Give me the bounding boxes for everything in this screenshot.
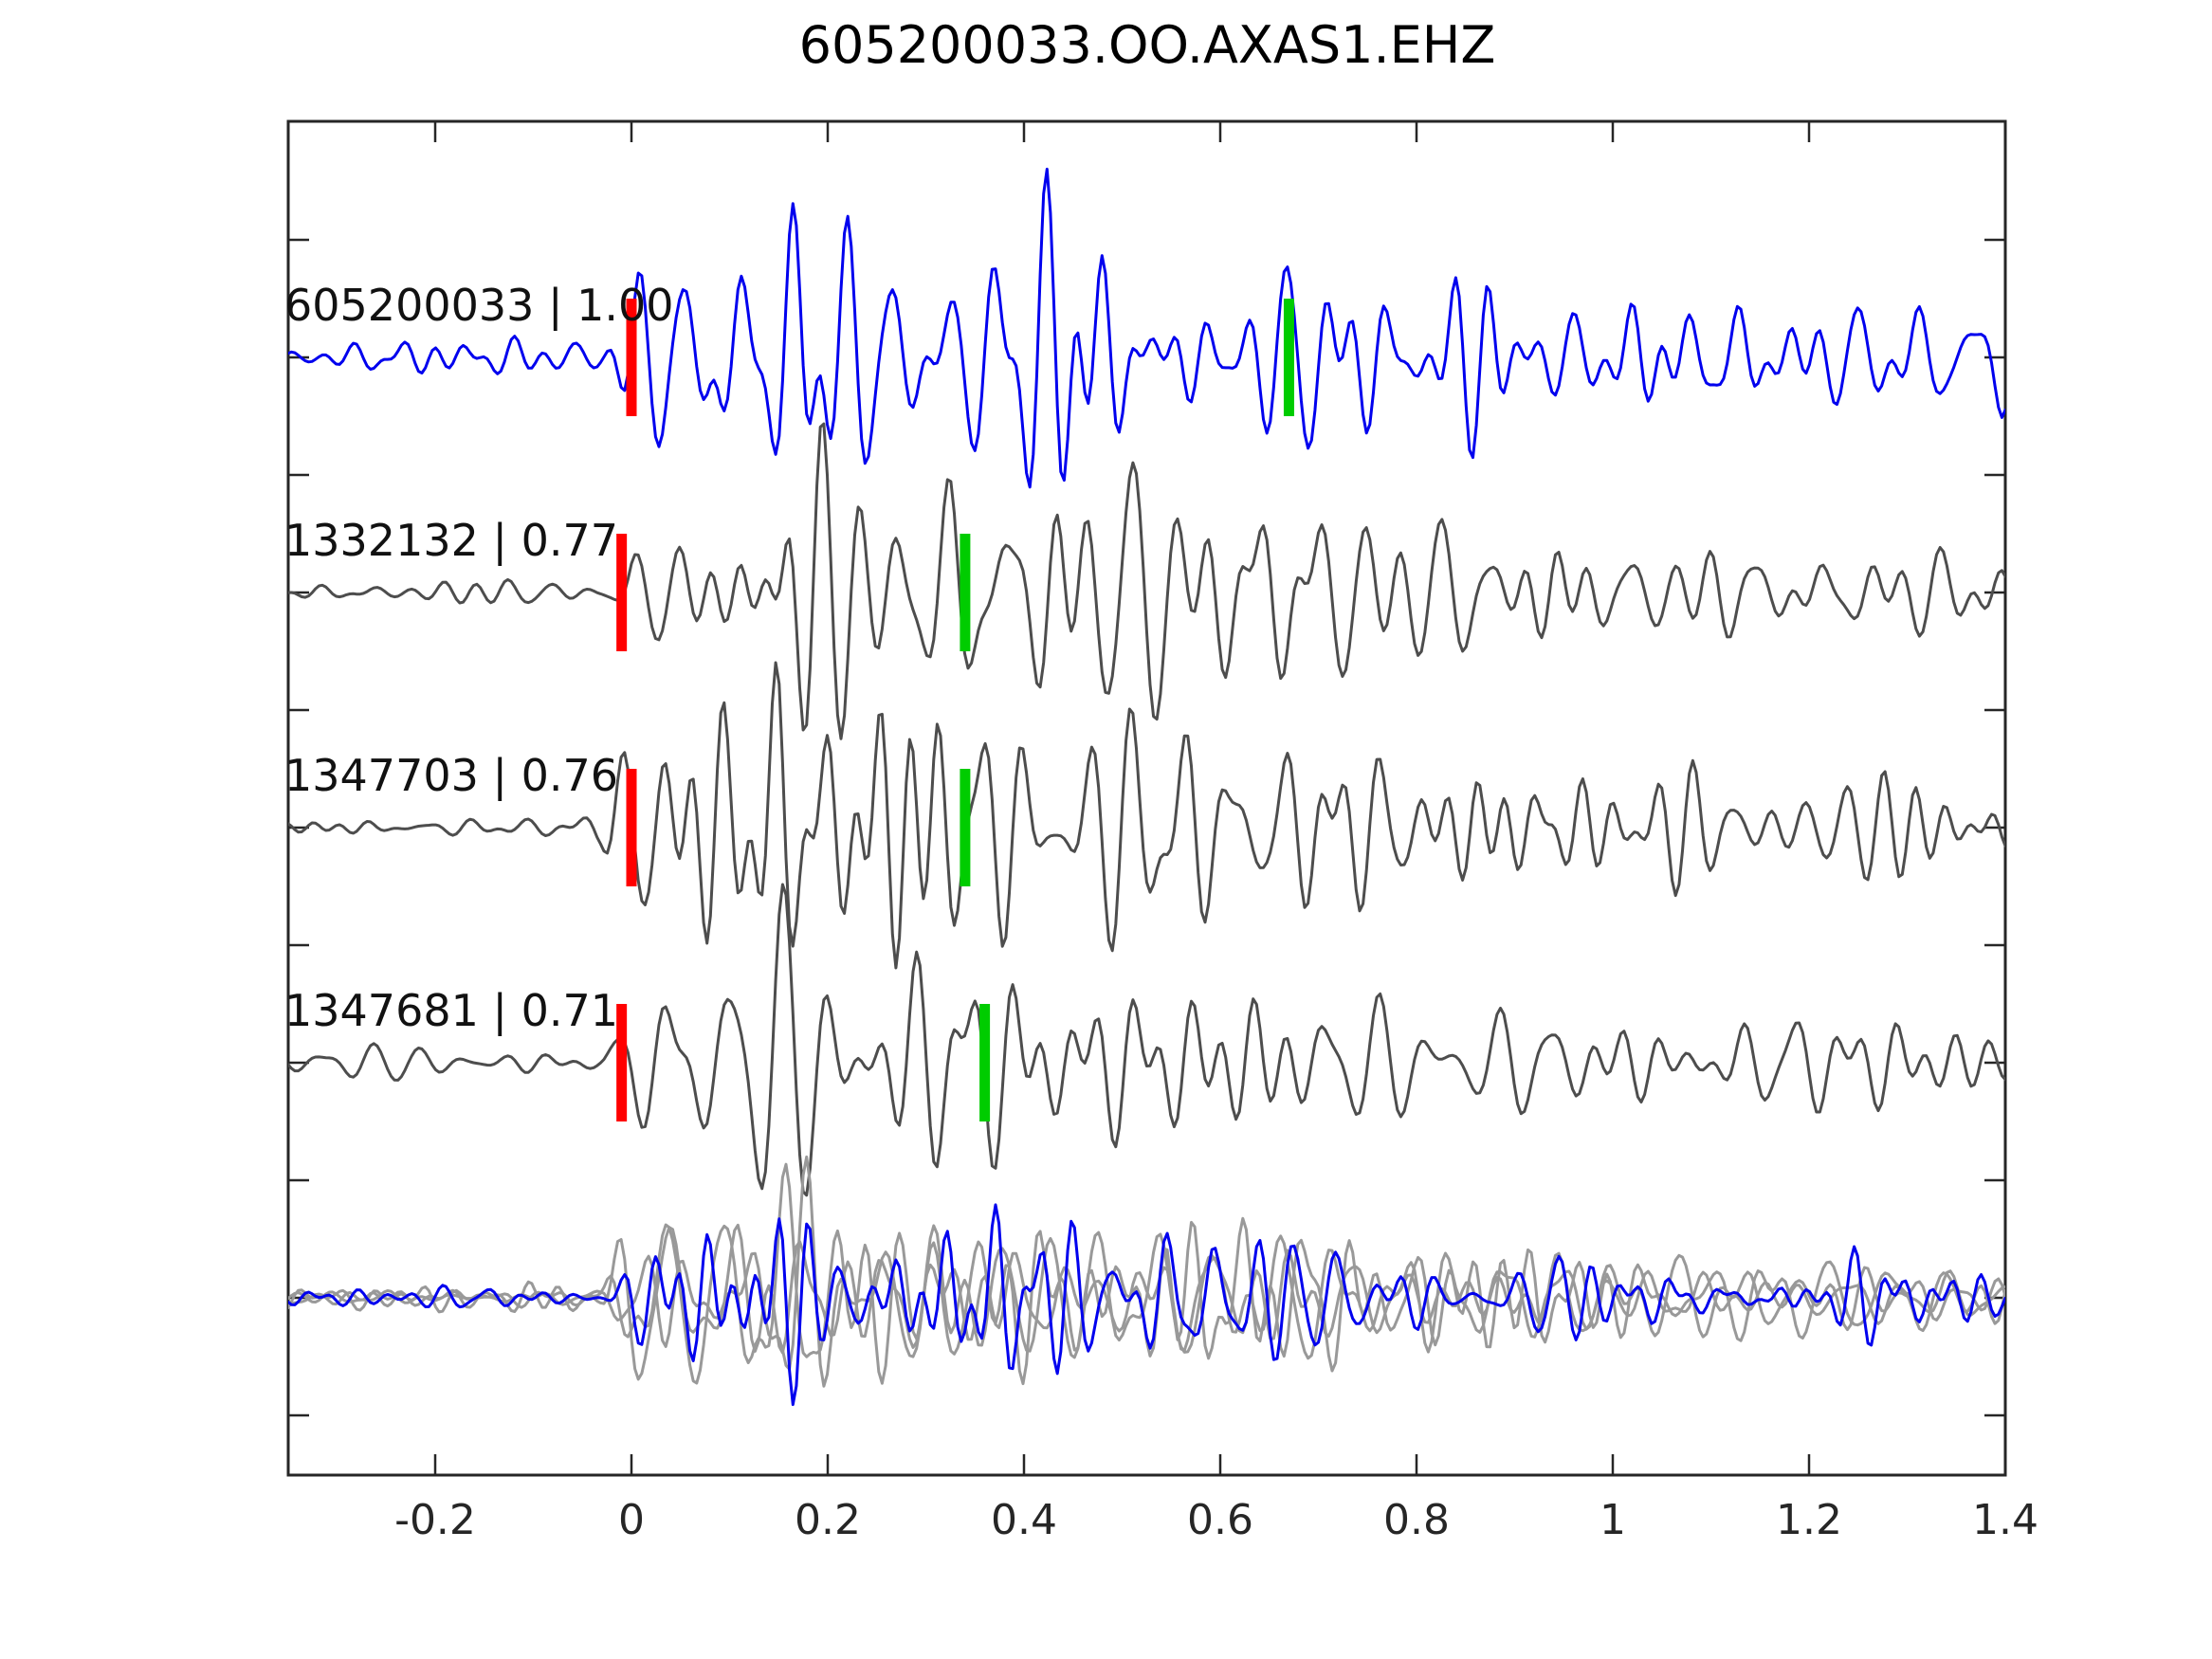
figure-title: 605200033.OO.AXAS1.EHZ	[799, 15, 1496, 75]
red-pick-605200033	[626, 299, 637, 416]
trace-label-1347703: 1347703 | 0.76	[284, 750, 618, 802]
x-tick-label: -0.2	[394, 1496, 476, 1544]
x-tick-label: 0	[618, 1496, 645, 1544]
green-pick-1332132	[960, 534, 971, 651]
red-pick-1347681	[616, 1004, 628, 1121]
x-tick-label: 1	[1600, 1496, 1626, 1544]
pick-markers	[616, 299, 1294, 1121]
red-pick-1347703	[626, 769, 637, 886]
trace-labels: 605200033 | 1.00 1332132 | 0.77 1347703 | …	[284, 280, 674, 1037]
green-pick-1347681	[979, 1004, 991, 1121]
overlay-waveform-3	[288, 1203, 2005, 1407]
plot-frame	[286, 119, 2007, 1477]
red-pick-1332132	[616, 534, 628, 651]
waveform-1332132	[288, 422, 2005, 740]
waveforms	[288, 167, 2005, 1407]
waveform-1347681	[288, 883, 2005, 1197]
trace-label-605200033: 605200033 | 1.00	[284, 280, 674, 332]
x-tick-label: 0.8	[1383, 1496, 1450, 1544]
axis-ticks	[288, 121, 2007, 1475]
x-tick-label: 0.4	[991, 1496, 1057, 1544]
trace-label-1347681: 1347681 | 0.71	[284, 985, 618, 1037]
waveform-1347703	[288, 661, 2005, 970]
x-tick-label: 1.2	[1776, 1496, 1842, 1544]
x-tick-labels: -0.2 0 0.2 0.4 0.6 0.8 1 1.2 1.4	[394, 1496, 2038, 1544]
x-tick-label: 0.2	[795, 1496, 861, 1544]
waveform-605200033	[288, 167, 2005, 489]
green-pick-1347703	[960, 769, 971, 886]
trace-label-1332132: 1332132 | 0.77	[284, 515, 618, 567]
x-tick-label: 0.6	[1187, 1496, 1253, 1544]
x-tick-label: 1.4	[1972, 1496, 2038, 1544]
overlay-waveform-0	[288, 1155, 2005, 1388]
green-pick-605200033	[1283, 299, 1294, 416]
